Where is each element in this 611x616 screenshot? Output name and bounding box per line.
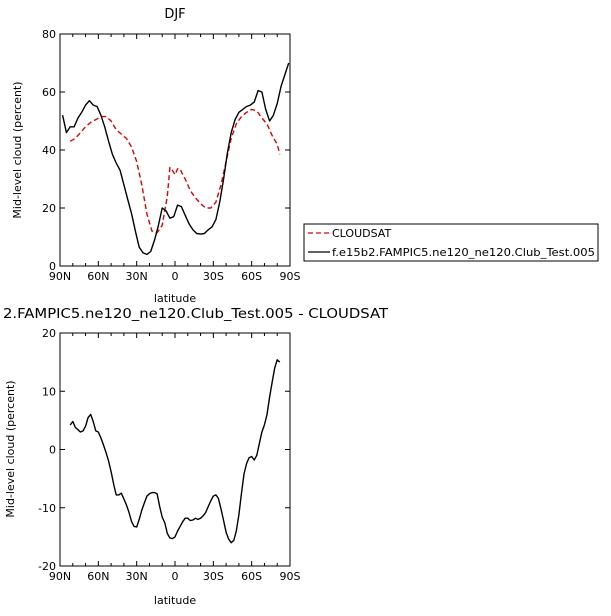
bottom-xtick-label: 30S [203,570,224,583]
top-series-line-1 [61,62,290,256]
top-panel-ticks: 90N 60N 30N 0 30S 60S 90S 0 20 40 60 80 [42,28,301,283]
bottom-series-line-0 [69,359,281,544]
top-ytick-label: 0 [49,260,56,273]
bottom-panel-title: 2.FAMPIC5.ne120_ne120.Club_Test.005 - CL… [3,307,388,322]
top-series-line-0 [69,108,281,234]
bottom-xtick-label: 60N [87,570,109,583]
top-xtick-label: 90S [280,270,301,283]
top-ytick-label: 80 [42,28,56,41]
top-panel-frame [59,33,291,267]
top-xtick-label: 90N [49,270,71,283]
top-xtick-label: 60N [87,270,109,283]
bottom-ytick-label: 10 [42,385,56,398]
bottom-ytick-label: -10 [38,502,56,515]
bottom-xtick-label: 30N [126,570,148,583]
bottom-xtick-label: 0 [172,570,179,583]
bottom-panel-frame [59,332,291,567]
bottom-xtick-label: 60S [241,570,262,583]
top-ytick-label: 40 [42,144,56,157]
bottom-panel-ylabel: Mid-level cloud (percent) [4,380,17,517]
bottom-ytick-label: 0 [49,444,56,457]
bottom-ytick-label: 20 [42,327,56,340]
top-xtick-label: 0 [172,270,179,283]
top-panel-xlabel: latitude [154,292,196,305]
top-xtick-label: 30N [126,270,148,283]
top-ytick-label: 60 [42,86,56,99]
legend-label-cloudsat: CLOUDSAT [332,227,391,240]
legend-label-model: f.e15b2.FAMPIC5.ne120_ne120.Club_Test.00… [332,246,595,259]
bottom-xtick-label: 90S [280,570,301,583]
legend: CLOUDSAT f.e15b2.FAMPIC5.ne120_ne120.Clu… [303,223,599,262]
bottom-panel: 2.FAMPIC5.ne120_ne120.Club_Test.005 - CL… [3,307,388,607]
bottom-panel-ticks: 90N 60N 30N 0 30S 60S 90S -20 -10 0 10 20 [38,327,300,583]
top-panel-ylabel: Mid-level cloud (percent) [11,81,24,218]
top-panel-title: DJF [164,7,185,22]
top-panel: DJF 90N 60N 30N 0 30S 60S 90S 0 20 40 60 80 latitud… [11,7,301,305]
top-xtick-label: 30S [203,270,224,283]
top-panel-series [61,62,290,256]
legend-box [303,223,599,262]
bottom-panel-xlabel: latitude [154,594,196,607]
bottom-panel-series [69,359,281,544]
bottom-xtick-label: 90N [49,570,71,583]
top-xtick-label: 60S [241,270,262,283]
top-ytick-label: 20 [42,202,56,215]
bottom-ytick-label: -20 [38,560,56,573]
